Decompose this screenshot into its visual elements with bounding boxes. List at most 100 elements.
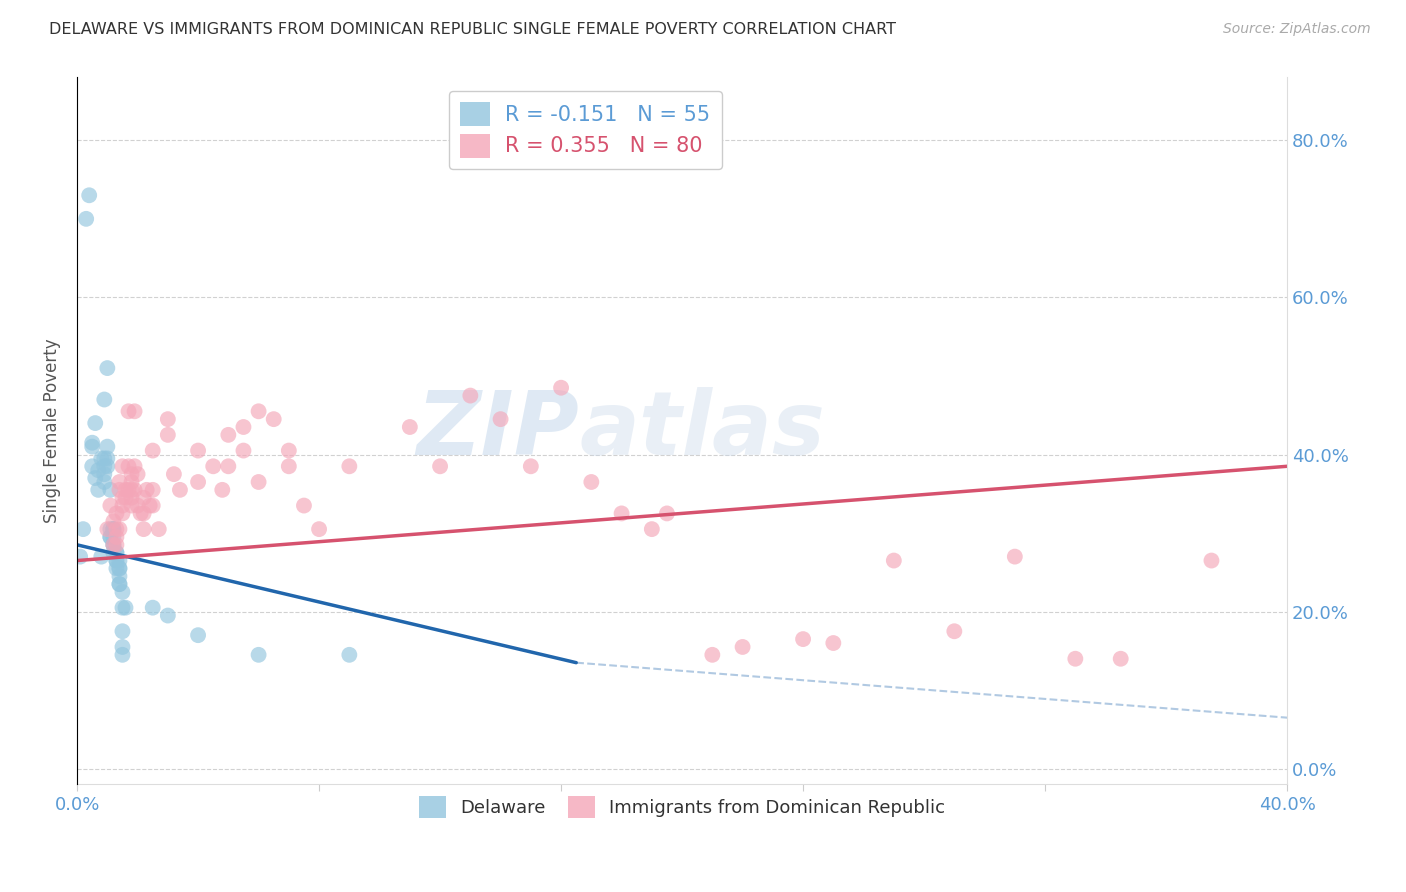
Point xyxy=(121,475,143,489)
Point xyxy=(127,467,149,482)
Legend: Delaware, Immigrants from Dominican Republic: Delaware, Immigrants from Dominican Repu… xyxy=(412,789,952,825)
Point xyxy=(93,451,115,466)
Point xyxy=(1064,652,1087,666)
Point xyxy=(82,459,104,474)
Point xyxy=(103,538,125,552)
Point xyxy=(129,507,152,521)
Point xyxy=(124,404,146,418)
Point xyxy=(142,443,165,458)
Point xyxy=(429,459,451,474)
Point xyxy=(105,546,128,560)
Point xyxy=(398,420,420,434)
Point xyxy=(108,577,131,591)
Point xyxy=(823,636,845,650)
Point xyxy=(217,428,239,442)
Point xyxy=(156,608,179,623)
Point xyxy=(111,624,134,639)
Point xyxy=(117,483,139,497)
Point xyxy=(90,549,112,564)
Point xyxy=(103,538,125,552)
Point xyxy=(132,507,155,521)
Point xyxy=(105,546,128,560)
Point xyxy=(142,499,165,513)
Point xyxy=(247,648,270,662)
Point xyxy=(121,483,143,497)
Point xyxy=(114,491,136,505)
Point xyxy=(581,475,603,489)
Point xyxy=(121,467,143,482)
Point xyxy=(520,459,543,474)
Point xyxy=(142,600,165,615)
Point xyxy=(169,483,191,497)
Point xyxy=(460,388,482,402)
Point xyxy=(247,475,270,489)
Point xyxy=(117,404,139,418)
Point xyxy=(108,577,131,591)
Point xyxy=(103,522,125,536)
Point xyxy=(247,404,270,418)
Point xyxy=(96,361,118,376)
Point xyxy=(108,475,131,489)
Point xyxy=(135,483,157,497)
Point xyxy=(105,553,128,567)
Point xyxy=(96,522,118,536)
Point xyxy=(72,522,94,536)
Point xyxy=(124,459,146,474)
Point xyxy=(98,499,121,513)
Point xyxy=(108,522,131,536)
Point xyxy=(108,561,131,575)
Point xyxy=(93,392,115,407)
Point xyxy=(655,507,678,521)
Point xyxy=(111,459,134,474)
Point xyxy=(121,491,143,505)
Point xyxy=(187,628,209,642)
Point xyxy=(103,514,125,528)
Point xyxy=(217,459,239,474)
Point xyxy=(121,499,143,513)
Text: atlas: atlas xyxy=(579,387,825,475)
Point xyxy=(84,416,107,430)
Point xyxy=(731,640,754,654)
Point xyxy=(308,522,330,536)
Point xyxy=(156,412,179,426)
Point xyxy=(77,188,100,202)
Point xyxy=(108,553,131,567)
Point xyxy=(277,443,299,458)
Point xyxy=(232,443,254,458)
Point xyxy=(111,585,134,599)
Point xyxy=(103,522,125,536)
Text: ZIP: ZIP xyxy=(416,387,579,475)
Point xyxy=(84,471,107,485)
Y-axis label: Single Female Poverty: Single Female Poverty xyxy=(44,339,60,524)
Point xyxy=(156,428,179,442)
Point xyxy=(142,483,165,497)
Point xyxy=(105,522,128,536)
Point xyxy=(1004,549,1026,564)
Point xyxy=(114,483,136,497)
Point xyxy=(337,459,360,474)
Point xyxy=(105,553,128,567)
Point xyxy=(82,435,104,450)
Point xyxy=(96,440,118,454)
Point xyxy=(93,467,115,482)
Point xyxy=(90,451,112,466)
Point xyxy=(108,561,131,575)
Point xyxy=(277,459,299,474)
Point xyxy=(114,600,136,615)
Point xyxy=(105,538,128,552)
Point xyxy=(87,463,110,477)
Point xyxy=(148,522,170,536)
Point xyxy=(124,483,146,497)
Point xyxy=(211,483,233,497)
Point xyxy=(132,522,155,536)
Point xyxy=(87,483,110,497)
Point xyxy=(232,420,254,434)
Point xyxy=(93,459,115,474)
Point xyxy=(883,553,905,567)
Point xyxy=(98,530,121,544)
Point xyxy=(82,440,104,454)
Text: Source: ZipAtlas.com: Source: ZipAtlas.com xyxy=(1223,22,1371,37)
Point xyxy=(610,507,633,521)
Point xyxy=(98,483,121,497)
Point xyxy=(127,499,149,513)
